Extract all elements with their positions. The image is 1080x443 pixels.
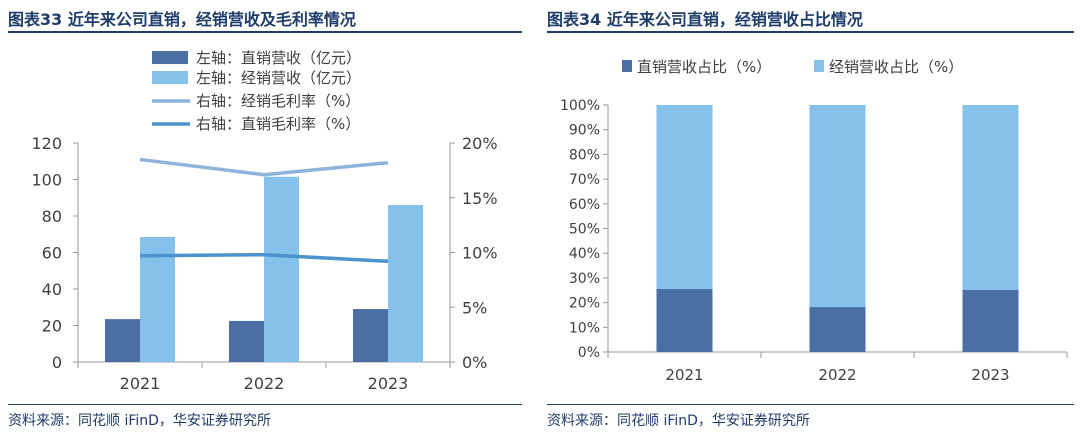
right-y-tick-label: 15%	[462, 189, 498, 208]
stacked-y-tick-label: 50%	[569, 222, 600, 238]
bar-dealer-share	[656, 105, 713, 290]
line-dealer-margin	[139, 157, 389, 177]
stacked-y-tick-label: 10%	[569, 320, 600, 336]
left-y-tick-label: 20	[42, 317, 62, 336]
bar-direct-revenue	[353, 309, 388, 362]
stacked-y-tick-label: 60%	[569, 197, 600, 213]
stacked-y-tick-label: 90%	[569, 123, 600, 139]
left-y-tick-label: 120	[31, 134, 62, 153]
bar-dealer-revenue	[388, 205, 423, 362]
left-chart-title: 图表33 近年来公司直销，经销营收及毛利率情况	[8, 10, 356, 29]
left-y-tick-label: 100	[31, 171, 62, 190]
right-chart-title: 图表34 近年来公司直销，经销营收占比情况	[547, 10, 863, 29]
line-direct-margin	[139, 252, 389, 264]
left-source-rule	[8, 404, 522, 405]
bar-direct-share	[962, 289, 1019, 352]
bar-dealer-share	[809, 105, 866, 308]
right-y-tick-label: 20%	[462, 134, 498, 153]
stacked-legend-swatch	[814, 60, 824, 72]
stacked-legend-swatch	[622, 60, 632, 72]
stacked-y-tick-label: 80%	[569, 147, 600, 163]
right-y-tick-label: 10%	[462, 244, 498, 263]
left-y-tick-label: 80	[42, 207, 62, 226]
bar-direct-revenue	[229, 320, 264, 362]
x-tick-label: 2023	[368, 374, 409, 393]
bar-dealer-revenue	[264, 176, 299, 362]
bar-dealer-share	[962, 105, 1019, 290]
stacked-y-tick-label: 0%	[578, 345, 600, 361]
stacked-y-tick-label: 100%	[560, 98, 600, 114]
left-chart: 0 20 40 60 80 100 120 0% 5% 10% 15% 20% 2021 2022 2023…	[31, 49, 498, 393]
stacked-legend-label: 经销营收占比（%）	[829, 58, 963, 76]
legend-label: 左轴：直销营收（亿元）	[196, 49, 361, 67]
bar-direct-share	[809, 307, 866, 352]
right-source-note: 资料来源：同花顺 iFinD，华安证券研究所	[547, 413, 810, 429]
legend-swatch	[152, 71, 188, 84]
bar-direct-revenue	[105, 319, 140, 362]
x-tick-label: 2021	[120, 374, 161, 393]
right-source-rule	[547, 404, 1074, 405]
right-title-rule	[547, 31, 1074, 33]
legend-swatch	[152, 51, 188, 64]
right-y-tick-label: 0%	[462, 353, 487, 372]
stacked-y-tick-label: 30%	[569, 271, 600, 287]
stacked-x-tick-label: 2023	[971, 366, 1009, 384]
bar-dealer-revenue	[140, 236, 175, 362]
left-y-tick-label: 40	[42, 280, 62, 299]
left-y-tick-label: 0	[52, 353, 62, 372]
stacked-legend-label: 直销营收占比（%）	[637, 58, 771, 76]
right-y-tick-label: 5%	[462, 298, 487, 317]
left-title-rule	[8, 31, 522, 33]
bar-direct-share	[656, 289, 713, 352]
legend-label: 右轴：经销毛利率（%）	[196, 92, 360, 110]
x-tick-label: 2022	[244, 374, 285, 393]
right-chart: 0% 10% 20% 30% 40% 50% 60% 70% 80% 90% 100% 2021 202…	[560, 58, 1068, 384]
stacked-x-tick-label: 2022	[818, 366, 856, 384]
legend-label: 右轴：直销毛利率（%）	[196, 115, 360, 133]
left-y-tick-label: 60	[42, 244, 62, 263]
legend-label: 左轴：经销营收（亿元）	[196, 69, 361, 87]
left-source-note: 资料来源：同花顺 iFinD，华安证券研究所	[8, 413, 271, 429]
stacked-y-tick-label: 20%	[569, 296, 600, 312]
stacked-y-tick-label: 70%	[569, 172, 600, 188]
stacked-y-tick-label: 40%	[569, 246, 600, 262]
stacked-x-tick-label: 2021	[665, 366, 703, 384]
